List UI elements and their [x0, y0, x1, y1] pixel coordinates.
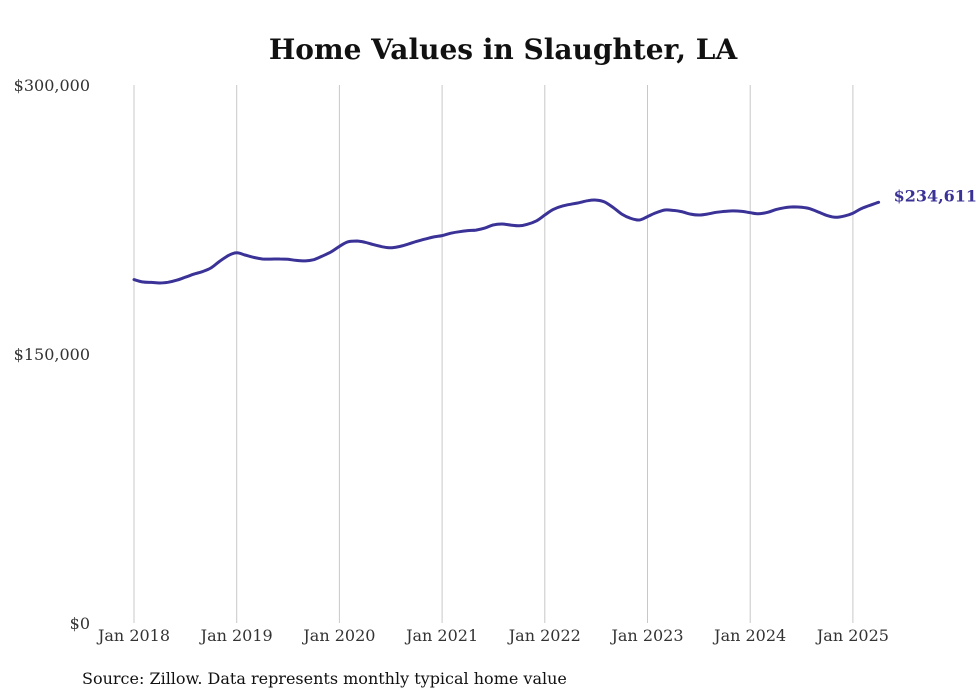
gridlines — [133, 85, 854, 623]
end-value-label: $234,611 — [894, 186, 978, 205]
x-tick-label: Jan 2021 — [404, 626, 478, 645]
x-tick-label: Jan 2019 — [199, 626, 273, 645]
series-line-home-value — [132, 198, 881, 285]
x-tick-label: Jan 2022 — [507, 626, 581, 645]
y-tick-label: $150,000 — [14, 345, 90, 364]
y-tick-label: $300,000 — [14, 76, 90, 95]
x-tick-label: Jan 2025 — [815, 626, 889, 645]
x-tick-label: Jan 2023 — [609, 626, 683, 645]
x-axis-ticks: Jan 2018 Jan 2019 Jan 2020 Jan 2021 Jan 2022… — [96, 626, 889, 645]
x-tick-label: Jan 2018 — [96, 626, 170, 645]
y-tick-label: $0 — [70, 614, 90, 633]
x-tick-label: Jan 2024 — [712, 626, 786, 645]
y-axis-ticks: $0 $150,000 $300,000 — [14, 76, 90, 633]
source-note: Source: Zillow. Data represents monthly … — [82, 669, 567, 688]
chart-title: Home Values in Slaughter, LA — [269, 33, 739, 66]
x-tick-label: Jan 2020 — [301, 626, 375, 645]
